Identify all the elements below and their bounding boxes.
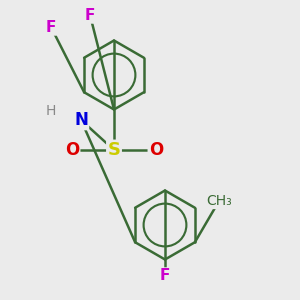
Text: O: O: [149, 141, 163, 159]
Text: N: N: [74, 111, 88, 129]
Text: F: F: [85, 8, 95, 22]
Text: O: O: [65, 141, 79, 159]
Text: F: F: [46, 20, 56, 34]
Text: H: H: [46, 104, 56, 118]
Text: CH₃: CH₃: [206, 194, 232, 208]
Text: S: S: [107, 141, 121, 159]
Text: F: F: [160, 268, 170, 284]
